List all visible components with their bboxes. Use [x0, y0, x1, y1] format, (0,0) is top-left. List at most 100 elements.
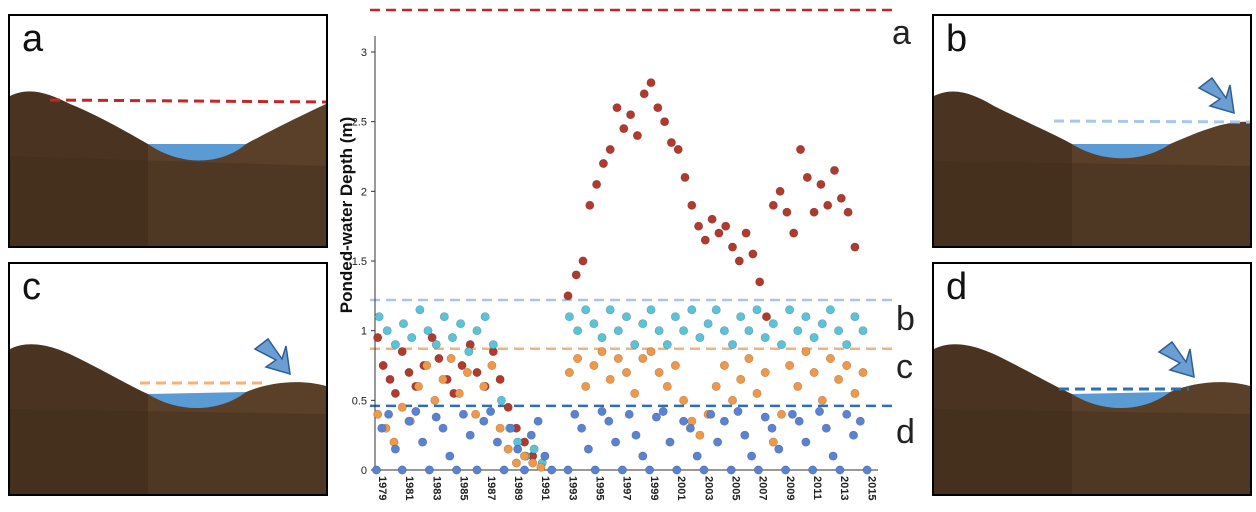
point-b: [834, 326, 844, 336]
point-c: [511, 458, 521, 468]
point-d: [638, 451, 648, 461]
point-c: [858, 367, 868, 377]
point-a: [660, 117, 670, 127]
point-b: [793, 326, 803, 336]
point-b: [456, 319, 466, 329]
point-d: [458, 409, 468, 419]
point-b: [809, 333, 819, 343]
point-c: [503, 444, 513, 454]
point-d: [855, 416, 865, 426]
point-d: [577, 423, 587, 433]
point-b: [564, 312, 574, 322]
point-d: [726, 465, 736, 475]
point-c: [785, 360, 795, 370]
threshold-label-c: c: [896, 348, 913, 386]
point-d: [479, 416, 489, 426]
x-tick-label: 2003: [702, 476, 714, 500]
point-d: [835, 465, 845, 475]
point-b: [719, 326, 729, 336]
point-c: [825, 353, 835, 363]
point-c: [536, 462, 546, 472]
x-tick-label: 2007: [757, 476, 769, 500]
level-line: [49, 98, 326, 104]
point-a: [707, 214, 717, 224]
point-d: [747, 451, 757, 461]
point-d: [814, 406, 824, 416]
point-d: [719, 416, 729, 426]
point-c: [597, 347, 607, 357]
point-c: [752, 388, 762, 398]
landscape-c: [10, 337, 326, 494]
point-a: [563, 291, 573, 301]
point-a: [755, 277, 765, 287]
point-a: [809, 207, 819, 217]
point-a: [578, 256, 588, 266]
point-a: [598, 159, 608, 169]
point-d: [438, 423, 448, 433]
point-d: [740, 430, 750, 440]
point-a: [795, 145, 805, 155]
point-c: [471, 409, 481, 419]
point-d: [431, 412, 441, 422]
point-d: [465, 430, 475, 440]
point-a: [397, 347, 407, 357]
point-a: [626, 110, 636, 120]
point-a: [727, 242, 737, 252]
threshold-label-d: d: [896, 413, 915, 451]
point-b: [752, 305, 762, 315]
point-d: [733, 406, 743, 416]
point-d: [685, 423, 695, 433]
point-a: [378, 360, 388, 370]
point-a: [694, 221, 704, 231]
point-a: [829, 165, 839, 175]
point-c: [373, 409, 383, 419]
threshold-label-a: a: [892, 14, 911, 52]
point-d: [624, 409, 634, 419]
x-tick-label: 1991: [539, 476, 551, 500]
point-c: [711, 381, 721, 391]
point-c: [744, 353, 754, 363]
point-c: [462, 367, 472, 377]
point-a: [700, 235, 710, 245]
point-b: [850, 312, 860, 322]
point-d: [699, 465, 709, 475]
point-a: [768, 200, 778, 210]
arrow-icon: [1157, 340, 1195, 379]
panel-letter: a: [22, 18, 44, 60]
y-tick-label: 3: [361, 47, 367, 59]
point-d: [547, 465, 557, 475]
point-d: [411, 406, 421, 416]
point-d: [767, 423, 777, 433]
point-a: [802, 172, 812, 182]
point-b: [630, 340, 640, 350]
point-b: [589, 319, 599, 329]
point-d: [808, 465, 818, 475]
point-c: [793, 381, 803, 391]
point-a: [741, 228, 751, 238]
point-d: [533, 416, 543, 426]
point-c: [679, 395, 689, 405]
point-d: [597, 406, 607, 416]
point-a: [850, 242, 860, 252]
point-d: [658, 406, 668, 416]
point-d: [445, 451, 455, 461]
point-a: [495, 374, 505, 384]
point-c: [719, 360, 729, 370]
point-b: [679, 326, 689, 336]
point-d: [390, 444, 400, 454]
point-d: [828, 451, 838, 461]
panel-a: a: [8, 14, 328, 248]
point-a: [782, 207, 792, 217]
point-b: [776, 340, 786, 350]
point-b: [415, 305, 425, 315]
panel-d: d: [932, 262, 1252, 496]
pond-water: [148, 144, 246, 161]
x-tick-label: 1979: [376, 476, 388, 500]
point-b: [472, 326, 482, 336]
point-a: [639, 89, 649, 99]
point-c: [809, 367, 819, 377]
y-tick-label: 2.5: [352, 117, 367, 129]
point-a: [646, 78, 656, 88]
x-tick-label: 1997: [621, 476, 633, 500]
point-d: [794, 416, 804, 426]
